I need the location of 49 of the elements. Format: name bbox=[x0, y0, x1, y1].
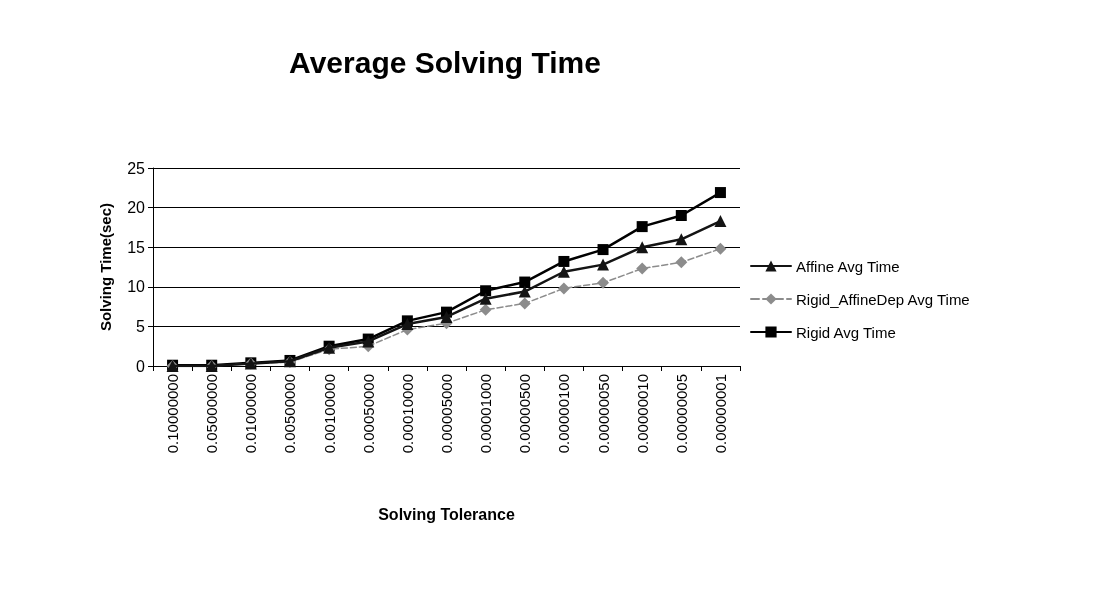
point bbox=[597, 276, 610, 289]
legend-label: Affine Avg Time bbox=[796, 257, 900, 275]
x-tick-label: 0.00000100 bbox=[555, 374, 573, 454]
x-tick-label: 0.00000500 bbox=[516, 374, 534, 454]
legend-label: Rigid_AffineDep Avg Time bbox=[796, 290, 970, 308]
x-tick-label: 0.00005000 bbox=[438, 374, 455, 454]
x-tick-label: 0.00000010 bbox=[633, 374, 651, 454]
point bbox=[597, 244, 609, 256]
x-tick-label: 0.05000000 bbox=[203, 374, 221, 454]
x-tick-label: 0.00100000 bbox=[320, 374, 338, 454]
y-tick-label: 10 bbox=[127, 278, 146, 296]
point bbox=[479, 303, 492, 316]
y-axis-title: Solving Time(sec) bbox=[97, 202, 114, 332]
x-tick-label: 0.00050000 bbox=[359, 374, 377, 454]
point bbox=[518, 285, 531, 298]
point bbox=[636, 241, 649, 254]
point bbox=[479, 292, 492, 305]
point bbox=[440, 310, 453, 323]
legend-label: Rigid Avg Time bbox=[796, 323, 896, 341]
x-tick-label: 0.00000001 bbox=[711, 374, 729, 454]
point bbox=[401, 318, 414, 331]
chart-title: Average Solving Time bbox=[289, 45, 601, 79]
x-tick-label: 0.01000000 bbox=[242, 374, 260, 454]
point bbox=[714, 187, 726, 199]
point bbox=[558, 255, 570, 267]
point bbox=[675, 210, 687, 222]
point bbox=[636, 262, 649, 275]
point bbox=[557, 282, 570, 295]
x-axis-title: Solving Tolerance bbox=[378, 505, 515, 523]
point bbox=[519, 276, 531, 288]
x-tick-label: 0.00000050 bbox=[594, 374, 612, 454]
point bbox=[675, 233, 688, 246]
y-tick-label: 25 bbox=[127, 159, 146, 177]
point bbox=[714, 215, 727, 228]
point bbox=[597, 258, 610, 271]
x-tick-label: 0.10000000 bbox=[164, 374, 182, 454]
x-tick-label: 0.00001000 bbox=[477, 374, 495, 454]
point bbox=[636, 221, 648, 233]
y-tick-label: 15 bbox=[127, 238, 146, 256]
point bbox=[518, 297, 531, 310]
point bbox=[480, 285, 492, 297]
point bbox=[714, 242, 727, 255]
point bbox=[675, 256, 688, 269]
y-tick-label: 5 bbox=[136, 317, 146, 335]
x-tick-label: 0.00500000 bbox=[281, 374, 299, 454]
x-tick-label: 0.00000005 bbox=[672, 374, 690, 454]
y-tick-label: 20 bbox=[127, 199, 146, 217]
x-tick-label: 0.00010000 bbox=[398, 374, 416, 454]
y-tick-label: 0 bbox=[136, 357, 146, 375]
